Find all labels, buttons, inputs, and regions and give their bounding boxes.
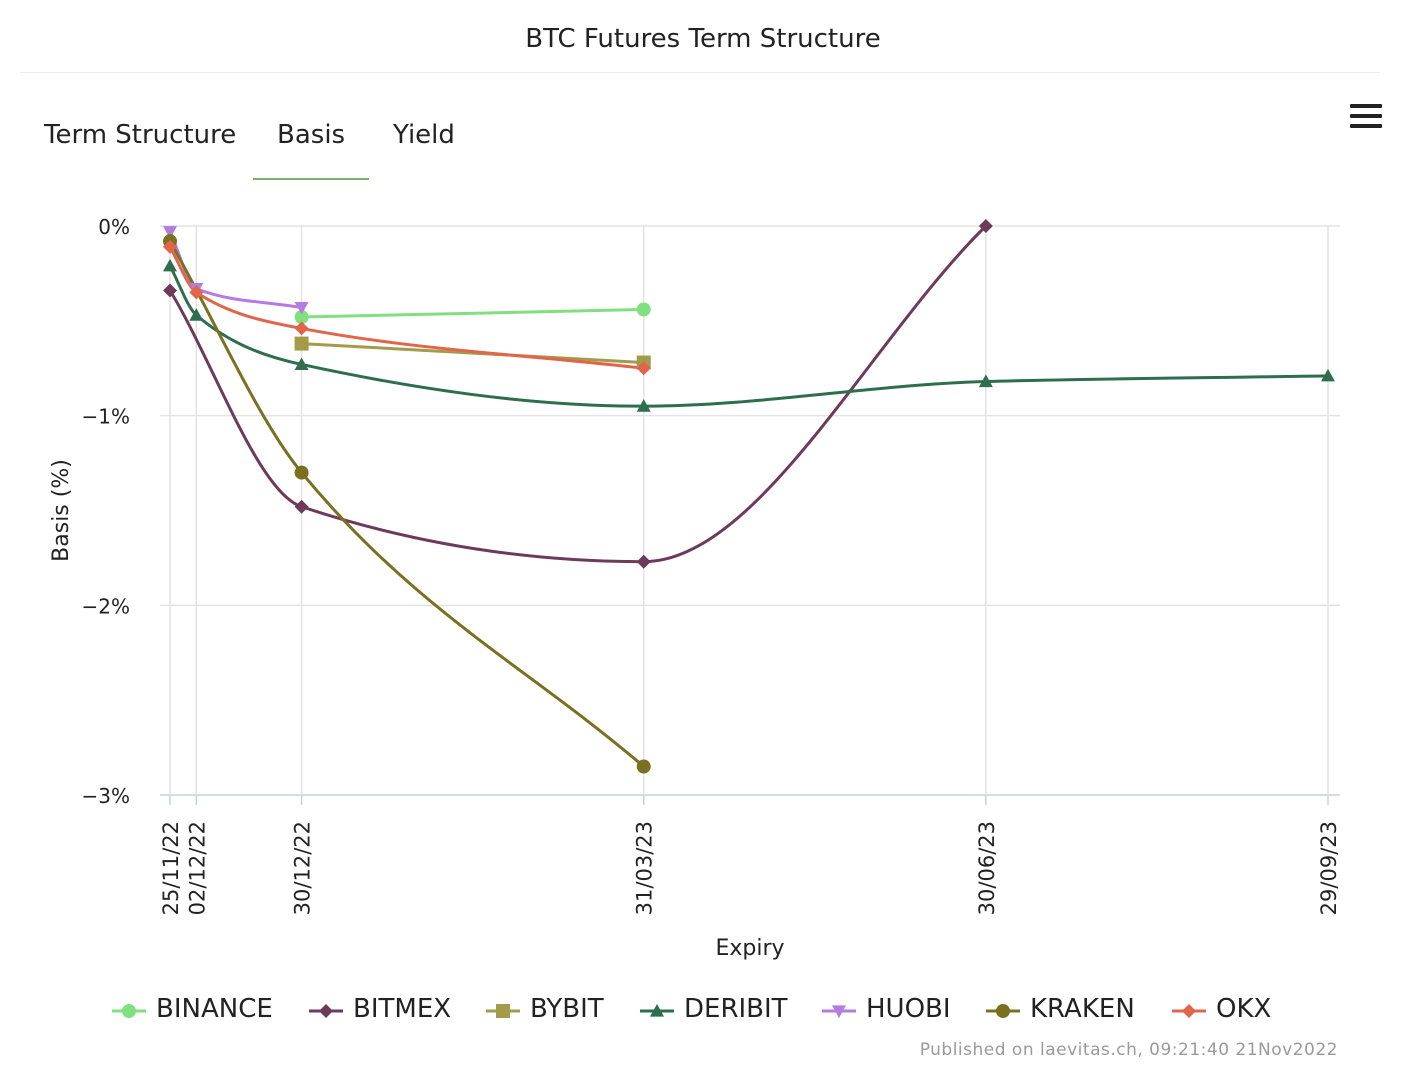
x-tick-label: 30/12/22 <box>291 821 315 915</box>
chart-series-lines <box>168 224 1329 768</box>
data-point-deribit <box>189 308 204 321</box>
legend-marker <box>1182 1004 1196 1018</box>
y-axis-title: Basis (%) <box>49 459 74 562</box>
legend-marker <box>496 1004 510 1018</box>
data-point-kraken <box>294 465 309 480</box>
tab-term-structure[interactable]: Term Structure <box>44 120 237 150</box>
data-point-bitmex <box>978 219 993 233</box>
x-tick-label: 25/11/22 <box>159 821 183 915</box>
chart-labels: 0% −1% −2% −3% 25/11/22 02/12/22 30/12/22 31/03… <box>49 215 1341 961</box>
chart-axes <box>169 795 1329 805</box>
menu-bar <box>1350 114 1382 118</box>
data-point-huobi <box>163 226 177 239</box>
legend-marker <box>650 1004 664 1017</box>
legend-symbol-bybit <box>486 1004 520 1018</box>
chart-legend: BINANCE BITMEX BYBIT DERIBIT HUOBI KRAKEN OKX <box>0 990 1406 1034</box>
y-tick-label: −1% <box>82 405 131 429</box>
data-point-okx <box>636 361 651 376</box>
x-tick-label: 02/12/22 <box>185 821 209 915</box>
chart-markers <box>163 219 1335 774</box>
legend-label: BYBIT <box>530 994 604 1024</box>
tab-basis[interactable]: Basis <box>277 120 346 150</box>
legend-label: KRAKEN <box>1030 994 1135 1024</box>
title-divider <box>20 72 1380 73</box>
legend-symbol-bitmex <box>309 1004 343 1018</box>
legend-symbol-binance <box>112 1004 146 1018</box>
data-point-bybit <box>294 336 309 351</box>
data-point-bitmex <box>163 283 177 298</box>
legend-marker <box>319 1004 333 1018</box>
x-tick-label: 30/06/23 <box>975 821 999 915</box>
menu-bar <box>1350 104 1382 108</box>
legend-marker <box>996 1004 1010 1018</box>
data-point-deribit <box>978 374 993 388</box>
legend-label: DERIBIT <box>684 994 788 1024</box>
data-point-deribit <box>294 357 309 371</box>
legend-symbol-deribit <box>640 1004 674 1017</box>
series-line-huobi <box>168 231 302 310</box>
series-line-bitmex <box>168 224 987 564</box>
x-tick-label: 31/03/23 <box>633 821 657 915</box>
y-tick-label: −3% <box>82 784 131 808</box>
legend-marker <box>122 1004 136 1018</box>
data-point-deribit <box>636 399 651 412</box>
legend-label: HUOBI <box>866 994 951 1024</box>
legend-marker <box>832 1005 846 1018</box>
data-point-huobi <box>294 301 309 315</box>
data-point-deribit <box>1321 368 1335 382</box>
data-point-kraken <box>636 759 651 774</box>
data-point-binance <box>636 302 651 317</box>
tab-yield[interactable]: Yield <box>393 120 455 150</box>
series-line-binance <box>301 307 644 319</box>
hamburger-menu-icon[interactable] <box>1350 104 1382 132</box>
chart-grid <box>160 225 1340 796</box>
legend-label: BINANCE <box>156 994 273 1024</box>
x-tick-label: 29/09/23 <box>1317 821 1341 915</box>
data-point-okx <box>163 239 177 254</box>
legend-label: OKX <box>1216 994 1272 1024</box>
data-point-bitmex <box>294 499 309 514</box>
data-point-okx <box>189 285 204 300</box>
x-axis-title: Expiry <box>715 936 784 961</box>
y-tick-label: 0% <box>98 215 130 239</box>
legend-label: BITMEX <box>353 994 452 1024</box>
basis-chart: 0% −1% −2% −3% 25/11/22 02/12/22 30/12/22 31/03… <box>49 215 1341 961</box>
published-credit: Published on laevitas.ch, 09:21:40 21Nov… <box>919 1040 1338 1060</box>
legend-symbol-huobi <box>822 1005 856 1018</box>
data-point-binance <box>294 310 309 325</box>
series-line-bybit <box>301 342 644 365</box>
active-tab-underline <box>253 178 369 180</box>
data-point-deribit <box>163 258 177 272</box>
menu-bar <box>1350 124 1382 128</box>
chart-title: BTC Futures Term Structure <box>525 24 881 54</box>
legend-symbol-okx <box>1172 1004 1206 1018</box>
y-tick-label: −2% <box>82 594 131 618</box>
series-line-kraken <box>168 240 645 768</box>
data-point-okx <box>294 321 309 336</box>
legend-symbol-kraken <box>986 1004 1020 1018</box>
data-point-bitmex <box>636 554 651 569</box>
